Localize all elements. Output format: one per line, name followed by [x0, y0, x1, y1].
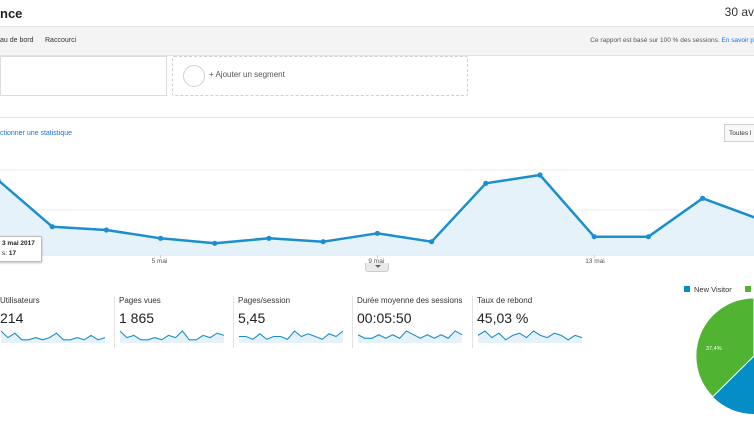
sessions-data-point[interactable] [212, 240, 218, 246]
metric-label: Taux de rebond [477, 296, 533, 305]
report-toolbar: au de bord Raccourci Ce rapport est basé… [0, 26, 754, 56]
returning-visitor-swatch [745, 286, 751, 292]
sessions-data-point[interactable] [537, 172, 543, 178]
metric-card[interactable]: Taux de rebond 45,03 % [477, 296, 589, 348]
shortcut-button[interactable]: Raccourci [45, 37, 77, 44]
sessions-data-point[interactable] [645, 234, 652, 240]
metric-value: 214 [0, 310, 24, 326]
metric-value: 00:05:50 [357, 310, 412, 326]
date-range-picker[interactable]: 30 av [724, 5, 754, 19]
metric-card[interactable]: Durée moyenne des sessions 00:05:50 [357, 296, 469, 348]
add-segment-label: + Ajouter un segment [209, 70, 285, 79]
sparkline-fill [358, 331, 462, 343]
sparkline-line [239, 330, 344, 340]
learn-more-link[interactable]: En savoir p [721, 37, 754, 44]
metric-sparkline [477, 330, 583, 343]
sessions-data-point[interactable] [429, 239, 435, 245]
metric-sparkline [0, 330, 106, 343]
chart-tooltip: 3 mai 2017 s: 17 [0, 236, 42, 262]
sessions-data-point[interactable] [700, 195, 706, 201]
sparkline-line [477, 330, 583, 341]
sessions-data-point[interactable] [374, 230, 380, 236]
metric-separator [352, 296, 353, 348]
sampling-text: Ce rapport est basé sur 100 % des sessio… [590, 37, 720, 44]
sessions-data-point[interactable] [266, 235, 272, 241]
metric-separator [114, 296, 115, 348]
metric-card[interactable]: Pages vues 1 865 [119, 296, 231, 348]
x-tick-label: 5 mai [151, 258, 168, 265]
metric-sparkline [119, 330, 225, 343]
sessions-data-point[interactable] [320, 239, 326, 245]
metric-value: 1 865 [119, 310, 155, 326]
sessions-line-chart[interactable] [0, 150, 754, 258]
metric-value: 5,45 [238, 310, 266, 326]
pie-slice-label: 37,4% [706, 346, 722, 352]
add-segment-circle-icon [183, 65, 205, 87]
sessions-data-point[interactable] [483, 180, 489, 186]
sessions-data-point[interactable] [103, 227, 109, 233]
tooltip-value-label: s: [2, 250, 8, 257]
sessions-data-point[interactable] [0, 177, 1, 182]
tooltip-date: 3 mai 2017 [2, 240, 35, 247]
legend-new-visitor[interactable]: New Visitor [694, 285, 732, 294]
metric-label: Pages/session [238, 296, 291, 305]
sparkline-line [0, 330, 106, 341]
x-tick-label: 13 mai [585, 258, 605, 265]
tooltip-value-row: s: 17 [2, 250, 16, 257]
metric-label: Durée moyenne des sessions [357, 296, 463, 305]
sessions-data-point[interactable] [591, 234, 597, 240]
sessions-area-fill [0, 175, 754, 255]
page-title: nce [0, 6, 23, 21]
visitor-type-pie-chart[interactable]: 37,4% [688, 292, 754, 422]
chevron-down-icon [375, 265, 381, 268]
metric-separator [472, 296, 473, 348]
tooltip-value: 17 [8, 250, 17, 257]
chart-collapse-handle[interactable] [365, 263, 389, 272]
sparkline-fill [239, 331, 343, 343]
sessions-data-point[interactable] [158, 235, 164, 241]
segment-all-users[interactable] [0, 56, 167, 96]
metric-card[interactable]: Pages/session 5,45 [238, 296, 350, 348]
metric-separator [233, 296, 234, 348]
pie-slice-returning-visitor[interactable] [695, 297, 754, 398]
metric-sparkline [239, 330, 344, 343]
metric-card[interactable]: Utilisateurs 214 [0, 296, 112, 348]
sampling-info: Ce rapport est basé sur 100 % des sessio… [590, 37, 754, 44]
add-segment-button[interactable]: + Ajouter un segment [172, 56, 468, 96]
x-tick-label: 9 mai [368, 258, 385, 265]
metric-label: Pages vues [119, 296, 161, 305]
metric-value: 45,03 % [477, 310, 529, 326]
sparkline-line [357, 330, 463, 339]
sessions-data-point[interactable] [49, 224, 55, 230]
sparkline-line [119, 330, 225, 341]
metric-label: Utilisateurs [0, 296, 40, 305]
time-granularity-button[interactable]: Toutes l [724, 124, 754, 142]
select-metric-link[interactable]: ctionner une statistique [0, 130, 72, 137]
metric-sparkline [357, 330, 463, 343]
section-divider [0, 117, 754, 118]
new-visitor-swatch [684, 286, 690, 292]
dashboard-button[interactable]: au de bord [0, 37, 34, 44]
